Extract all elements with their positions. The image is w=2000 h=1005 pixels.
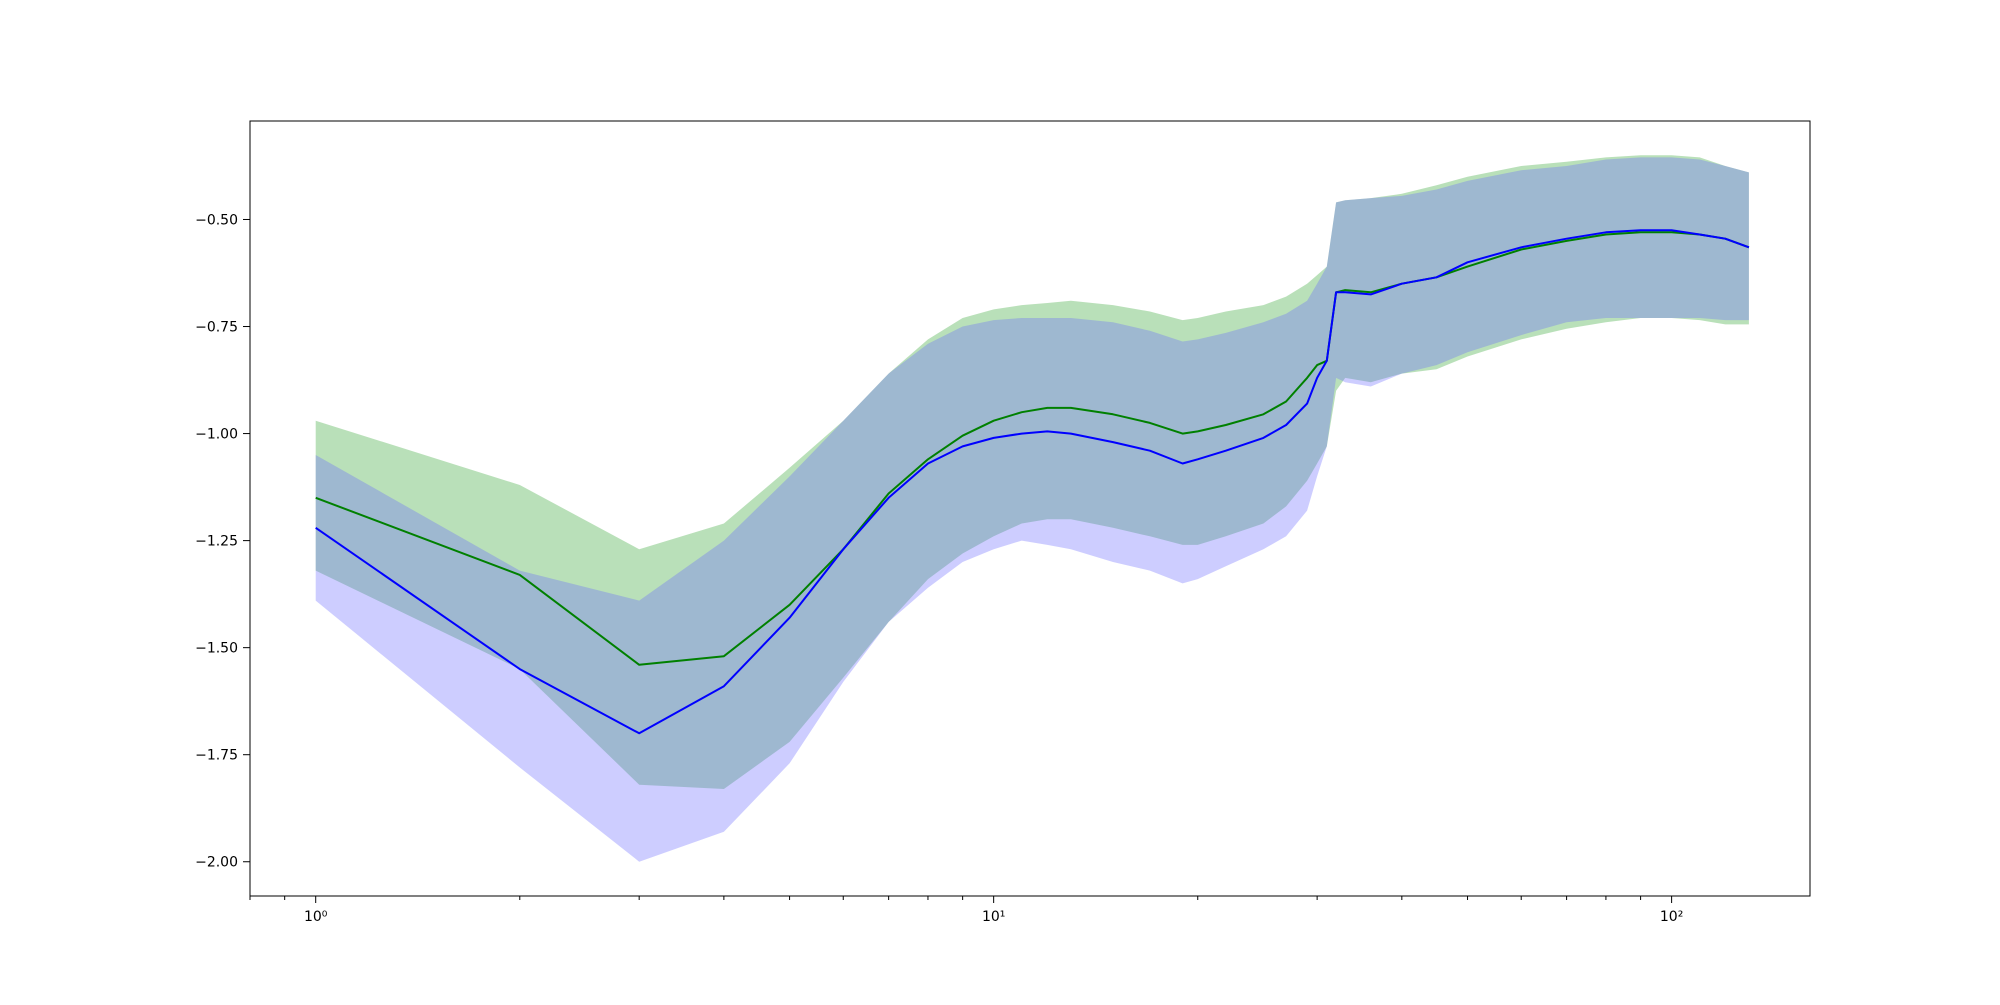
y-tick-label: −1.50 (195, 641, 238, 657)
x-axis: 10⁰ 10¹ 10² (249, 896, 1683, 925)
y-tick-label: −1.25 (195, 534, 238, 550)
series-1-line (315, 229, 1750, 735)
y-tick-label: −1.75 (195, 748, 238, 764)
y-tick-label: −0.75 (195, 320, 238, 336)
y-tick-label: −1.00 (195, 427, 238, 443)
plot-frame (249, 120, 1811, 897)
x-tick-label: 10⁰ (304, 909, 328, 925)
x-tick-label: 10¹ (982, 909, 1005, 925)
x-tick-label: 10² (1660, 909, 1683, 925)
series-0-line (315, 231, 1750, 666)
lines-layer (315, 229, 1750, 735)
series-1-band (315, 157, 1749, 862)
bands-layer (315, 155, 1749, 862)
series-0-band (315, 155, 1749, 790)
y-tick-label: −0.50 (195, 212, 238, 228)
y-tick-label: −2.00 (195, 855, 238, 871)
y-axis: −0.50 −0.75 −1.00 −1.25 −1.50 −1.75 −2.00 (195, 212, 250, 871)
